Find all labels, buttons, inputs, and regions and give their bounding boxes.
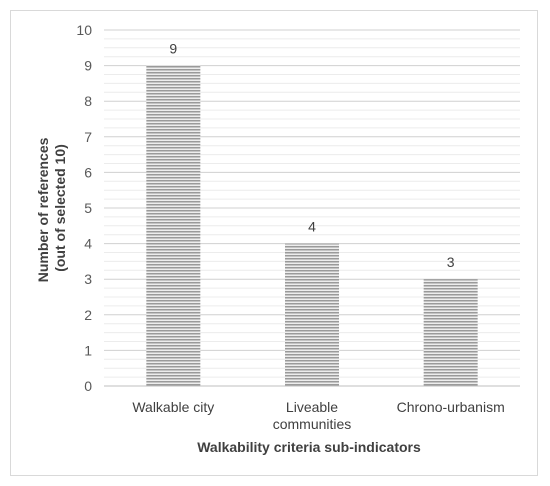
y-tick-label: 1 — [84, 342, 92, 358]
y-tick-label: 7 — [84, 129, 92, 145]
y-tick-label: 8 — [84, 93, 92, 109]
y-tick-label: 5 — [84, 200, 92, 216]
data-labels: 9 4 3 — [169, 41, 454, 271]
data-label: 3 — [447, 254, 455, 270]
x-category-label: Liveable communities — [273, 399, 352, 432]
y-tick-label: 2 — [84, 307, 92, 323]
bar — [146, 65, 201, 386]
x-axis-category-labels: Walkable city Liveable communities Chrono-u… — [132, 399, 504, 432]
x-category-label: Walkable city — [132, 399, 214, 415]
y-tick-label: 10 — [76, 22, 92, 38]
y-tick-label: 0 — [84, 378, 92, 394]
chart-frame — [10, 10, 538, 476]
y-tick-label: 4 — [84, 236, 92, 252]
y-tick-label: 9 — [84, 58, 92, 74]
y-axis-title: Number of references (out of selected 10… — [35, 134, 68, 283]
data-label: 4 — [308, 219, 316, 235]
x-axis-title: Walkability criteria sub-indicators — [197, 439, 421, 455]
data-label: 9 — [169, 41, 177, 57]
y-tick-label: 6 — [84, 164, 92, 180]
y-axis-title-line-2: (out of selected 10) — [52, 144, 68, 272]
bar — [423, 279, 478, 386]
bars — [146, 65, 478, 386]
bar — [285, 243, 339, 386]
x-category-label: Chrono-urbanism — [397, 399, 505, 415]
y-tick-label: 3 — [84, 271, 92, 287]
y-axis-tick-labels: 0 1 2 3 4 5 6 7 8 9 10 — [76, 22, 92, 394]
y-axis-title-line-1: Number of references — [35, 137, 51, 282]
